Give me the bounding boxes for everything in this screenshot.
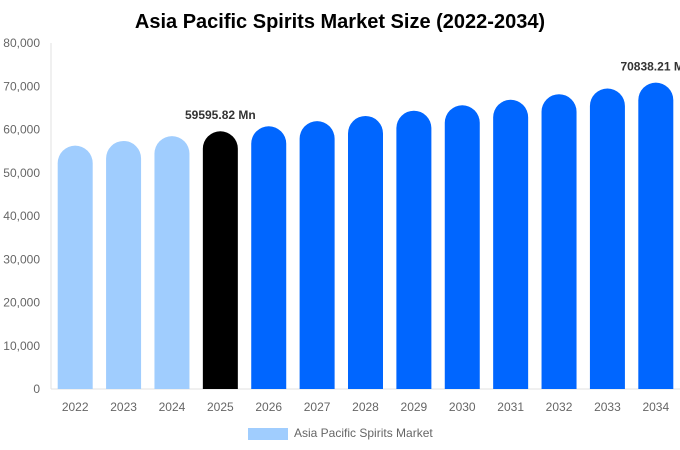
y-axis: 0 10,000 20,000 30,000 40,000 50,000 60,000 70,… bbox=[3, 36, 52, 396]
data-labels: 59595.82 Mn 70838.21 Mn bbox=[185, 60, 680, 123]
y-tick-label: 50,000 bbox=[3, 166, 40, 180]
x-tick-label: 2027 bbox=[304, 400, 331, 414]
bar-2025[interactable] bbox=[202, 131, 238, 389]
x-tick-label: 2034 bbox=[642, 400, 669, 414]
bar-2029[interactable] bbox=[396, 110, 432, 389]
x-tick-label: 2024 bbox=[159, 400, 186, 414]
x-tick-label: 2033 bbox=[594, 400, 621, 414]
bar-2034[interactable] bbox=[638, 82, 674, 389]
data-label-2025: 59595.82 Mn bbox=[185, 108, 256, 122]
y-tick-label: 60,000 bbox=[3, 123, 40, 137]
x-tick-label: 2023 bbox=[110, 400, 137, 414]
bar-2027[interactable] bbox=[299, 121, 335, 389]
bar-2033[interactable] bbox=[589, 88, 625, 389]
x-tick-label: 2029 bbox=[401, 400, 428, 414]
bar-2022[interactable] bbox=[57, 145, 93, 389]
bar-2024[interactable] bbox=[154, 136, 190, 389]
x-axis: 2022 2023 2024 2025 2026 2027 2028 2029 2030 2031… bbox=[51, 388, 680, 414]
x-tick-label: 2026 bbox=[255, 400, 282, 414]
legend[interactable]: Asia Pacific Spirits Market bbox=[248, 426, 433, 440]
bar-2028[interactable] bbox=[348, 115, 383, 390]
y-tick-label: 80,000 bbox=[3, 36, 40, 50]
legend-label: Asia Pacific Spirits Market bbox=[294, 426, 433, 440]
x-tick-label: 2028 bbox=[352, 400, 379, 414]
y-tick-label: 40,000 bbox=[3, 209, 40, 223]
bar-2023[interactable] bbox=[106, 140, 142, 389]
bar-2032[interactable] bbox=[541, 94, 577, 389]
chart-title: Asia Pacific Spirits Market Size (2022-2… bbox=[135, 11, 545, 33]
x-tick-label: 2031 bbox=[497, 400, 524, 414]
x-tick-label: 2030 bbox=[449, 400, 476, 414]
y-tick-label: 20,000 bbox=[3, 296, 40, 310]
legend-swatch bbox=[248, 428, 288, 440]
bar-2026[interactable] bbox=[251, 126, 287, 390]
y-tick-label: 0 bbox=[33, 382, 40, 396]
bars bbox=[57, 82, 674, 390]
y-tick-label: 10,000 bbox=[3, 339, 40, 353]
x-tick-label: 2022 bbox=[62, 400, 89, 414]
y-tick-label: 30,000 bbox=[3, 252, 40, 266]
bar-2031[interactable] bbox=[493, 99, 529, 390]
x-tick-label: 2025 bbox=[207, 400, 234, 414]
data-label-2034: 70838.21 Mn bbox=[620, 60, 680, 74]
y-tick-label: 70,000 bbox=[3, 79, 40, 93]
x-tick-label: 2032 bbox=[546, 400, 573, 414]
bar-2030[interactable] bbox=[444, 105, 480, 389]
